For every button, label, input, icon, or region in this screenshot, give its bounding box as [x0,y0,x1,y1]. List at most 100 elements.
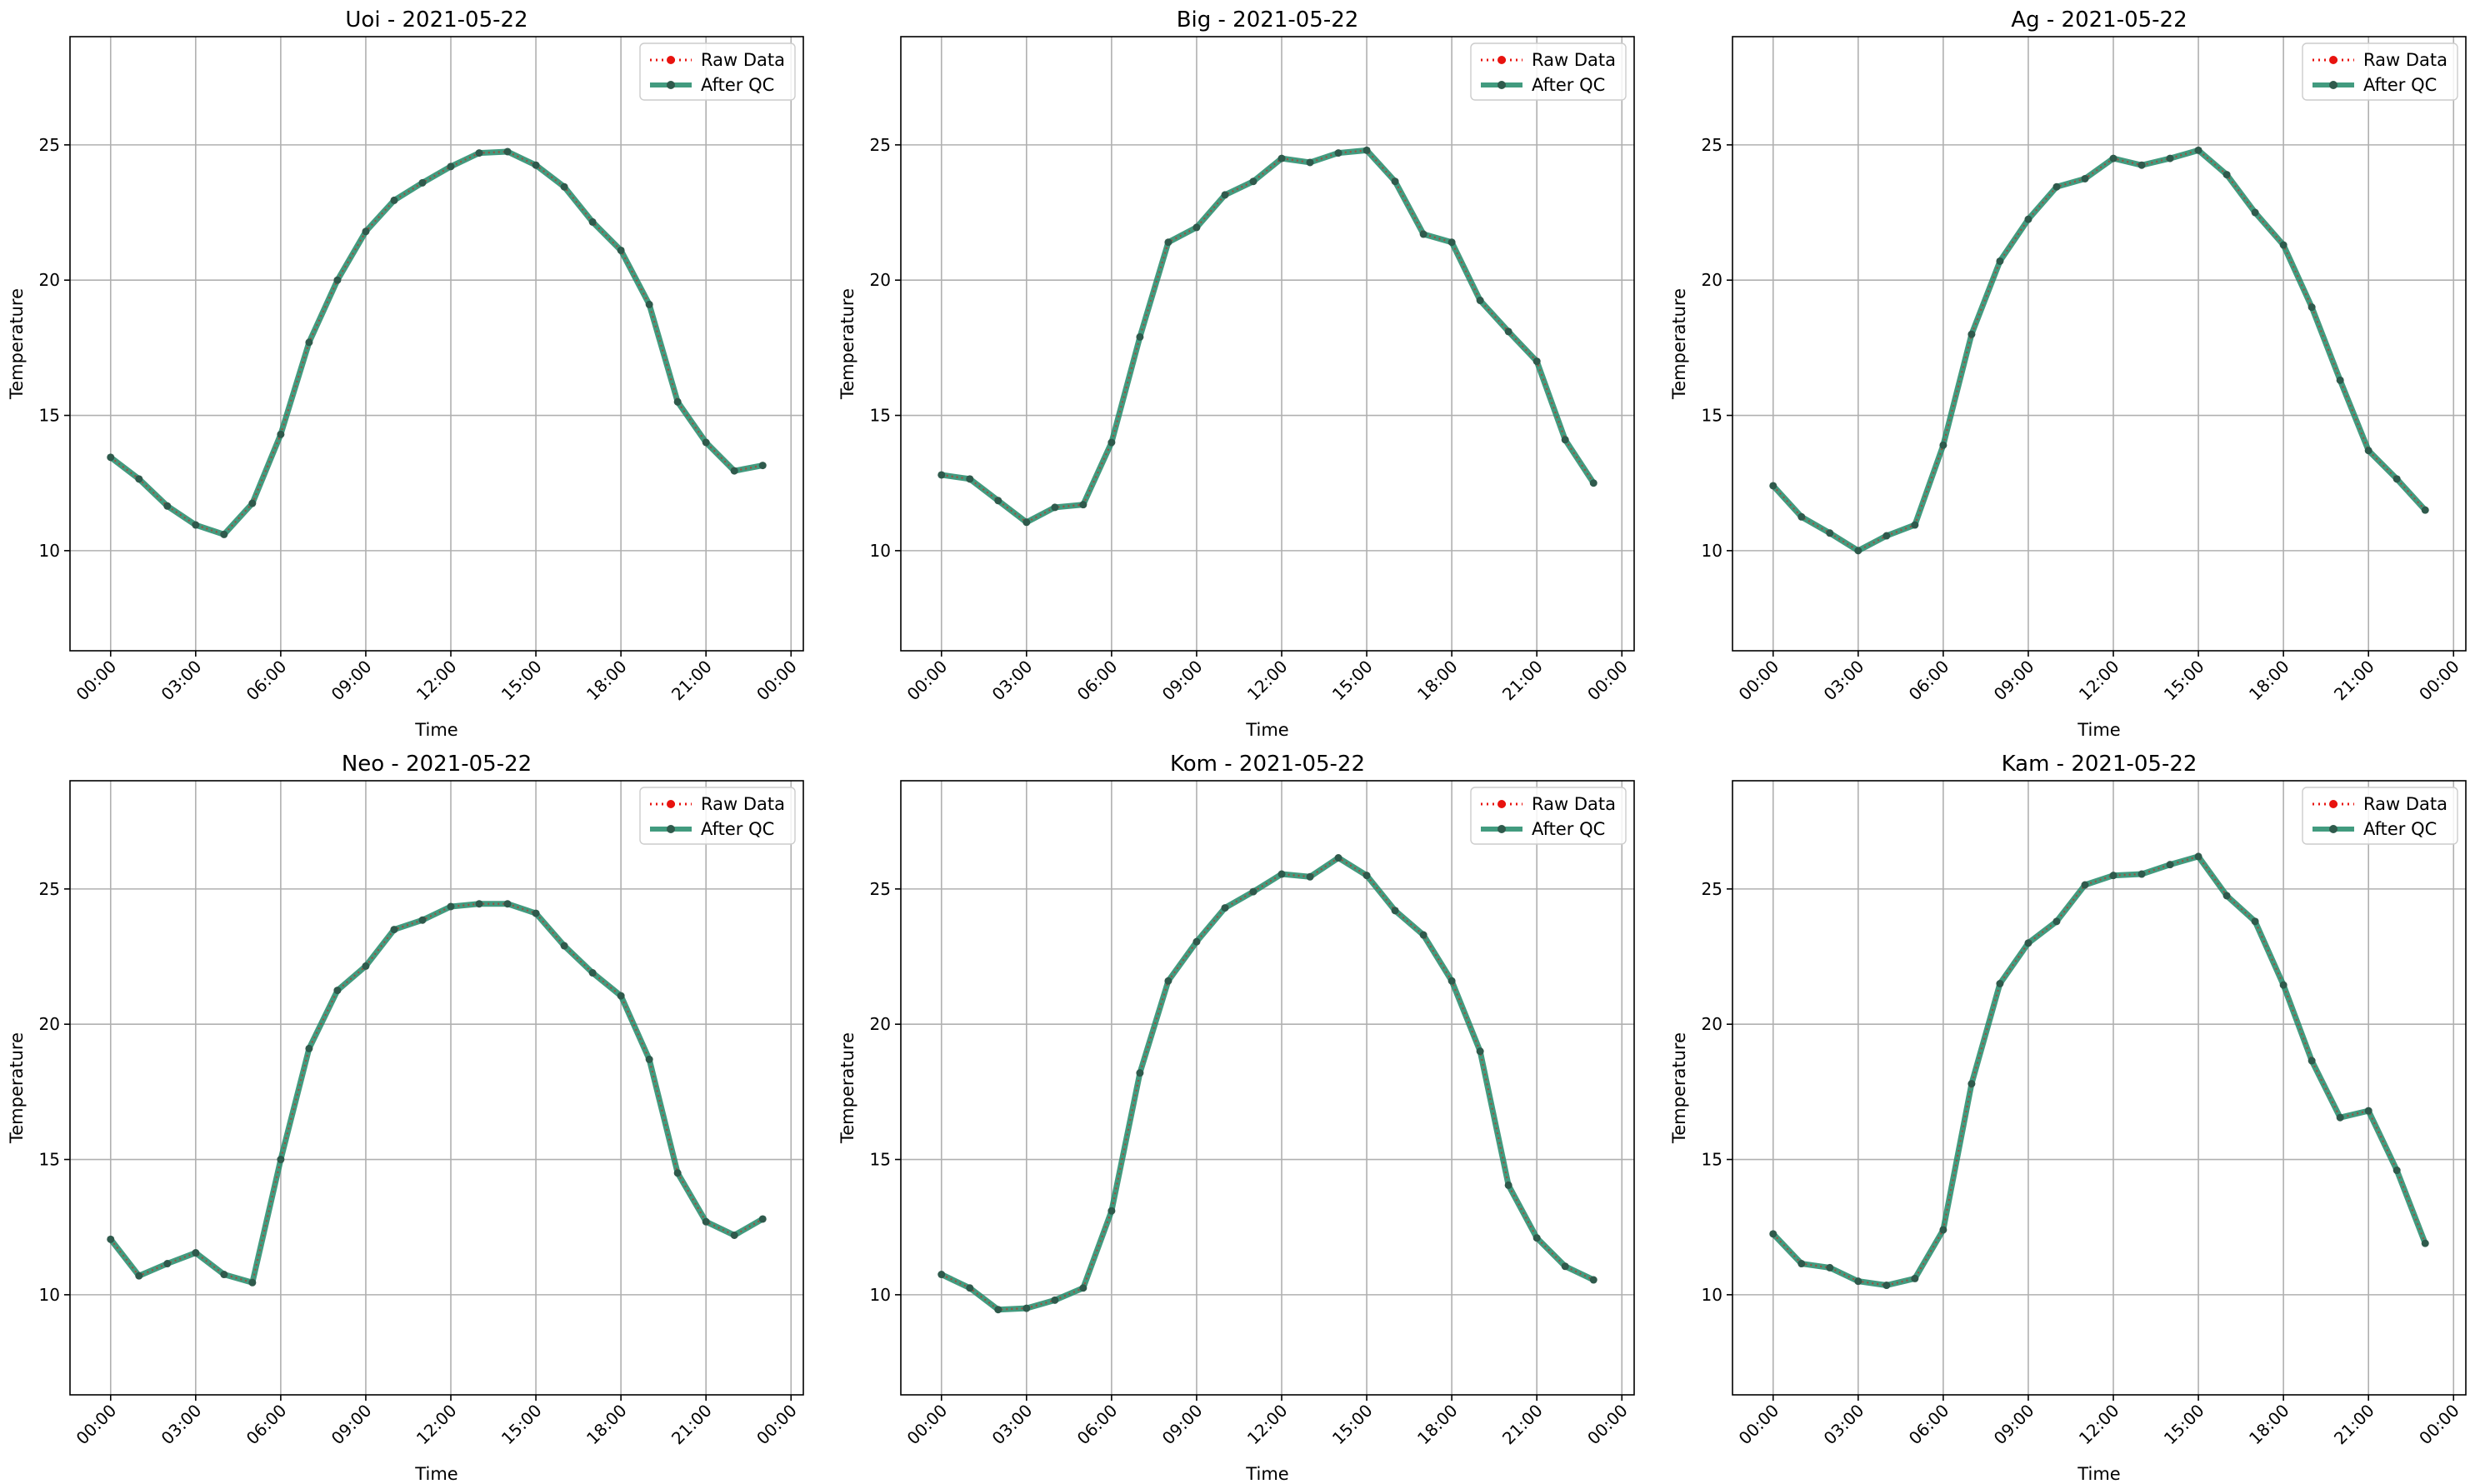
x-tick-label: 18:00 [582,657,631,705]
data-point [1996,257,2004,265]
data-point [1391,177,1399,186]
y-tick-label: 25 [870,135,891,155]
data-point [2194,146,2202,154]
x-tick-label: 06:00 [1073,1401,1122,1449]
data-point [1249,887,1258,896]
y-tick-label: 10 [870,541,891,561]
y-tick-label: 15 [1702,1150,1722,1170]
data-point [532,909,540,917]
data-point [1911,521,1919,529]
x-tick-label: 03:00 [988,1401,1037,1449]
x-tick-label: 00:00 [903,1401,952,1449]
data-point [2364,1107,2372,1115]
y-axis-label: Temperature [838,1032,858,1144]
data-point [560,942,568,950]
legend-label-after-qc: After QC [701,819,774,839]
data-point [2024,939,2032,947]
series-line-raw-data [109,902,763,1284]
subplot: 10 15 20 25 00:00 03:00 06:00 09:00 12:00 15:00 18… [1669,7,2467,740]
series-line-raw-data [110,150,763,536]
x-tick-label: 03:00 [1820,657,1868,705]
data-point [938,471,946,479]
data-point [588,969,597,977]
x-tick-label: 00:00 [72,657,121,705]
axes-frame [69,36,804,652]
y-axis-label: Temperature [7,288,27,400]
y-tick-label: 20 [870,1014,891,1034]
x-tick-label: 06:00 [1905,657,1953,705]
subplot: 10 15 20 25 00:00 03:00 06:00 09:00 12:00 15:00 18… [1669,752,2467,1484]
data-point [758,1215,767,1223]
data-point [305,338,313,347]
data-point [1882,1282,1891,1290]
data-point [2052,182,2061,191]
legend-label-after-qc: After QC [2363,819,2437,839]
data-point [617,992,625,1000]
legend-marker-after-qc [2329,825,2338,833]
y-tick-label: 25 [870,879,891,899]
legend: Raw Data After QC [639,787,796,845]
data-point [2336,376,2344,384]
x-tick-label: 12:00 [412,1401,461,1449]
axes-frame [1732,36,2467,652]
legend-marker-raw-data [2329,56,2338,64]
data-point [2279,981,2288,989]
series-line-after-qc [1771,147,2428,554]
y-tick-label: 25 [39,879,60,899]
x-tick-label: 06:00 [1905,1401,1953,1449]
y-tick-label: 20 [1702,270,1722,290]
data-point [2279,241,2288,249]
legend-label-after-qc: After QC [2363,75,2437,95]
data-point [220,530,228,538]
data-point [1561,436,1569,444]
data-point [645,1055,653,1063]
x-tick-label: 03:00 [158,1401,206,1449]
x-tick-label: 00:00 [903,657,952,705]
data-point [1826,529,1834,537]
data-point [1334,854,1342,862]
legend-marker-raw-data [2329,800,2338,808]
data-point [1939,441,1948,449]
legend-marker-raw-data [667,56,675,64]
axes-frame [900,780,1635,1396]
x-tick-label: 06:00 [242,1401,291,1449]
legend: Raw Data After QC [1470,42,1627,101]
data-point [1882,532,1891,540]
data-point [248,499,257,507]
subplot: 10 15 20 25 00:00 03:00 06:00 09:00 12:00 15:00 18… [7,7,804,740]
x-tick-label: 15:00 [1328,657,1377,705]
legend-label-after-qc: After QC [701,75,774,95]
x-tick-label: 06:00 [242,657,291,705]
x-tick-label: 00:00 [1583,1401,1632,1449]
data-point [1079,1284,1088,1292]
y-tick-label: 15 [870,1150,891,1170]
data-point [1769,1230,1778,1238]
x-tick-label: 00:00 [1735,1401,1783,1449]
data-point [730,1231,738,1239]
x-tick-label: 21:00 [668,657,716,705]
data-point [1996,980,2004,988]
data-point [2421,506,2429,514]
data-point [673,397,682,406]
data-point [390,926,398,934]
x-tick-label: 18:00 [2245,657,2293,705]
data-point [2392,475,2401,483]
x-tick-label: 00:00 [2415,657,2463,705]
x-tick-label: 21:00 [1498,657,1547,705]
x-tick-label: 00:00 [752,657,801,705]
data-point [2308,1057,2316,1065]
data-point [2052,917,2061,926]
data-point [1391,907,1399,915]
data-point [2194,852,2202,861]
y-axis-label: Temperature [838,288,858,400]
legend-marker-after-qc [1498,825,1506,833]
data-point [2081,174,2089,182]
x-tick-label: 03:00 [158,657,206,705]
data-point [730,467,738,475]
data-point [2392,1167,2401,1175]
legend: Raw Data After QC [639,42,796,101]
y-tick-label: 10 [39,541,60,561]
x-axis-label: Time [2077,1464,2120,1484]
data-point [2109,872,2118,880]
x-tick-label: 15:00 [2160,657,2208,705]
